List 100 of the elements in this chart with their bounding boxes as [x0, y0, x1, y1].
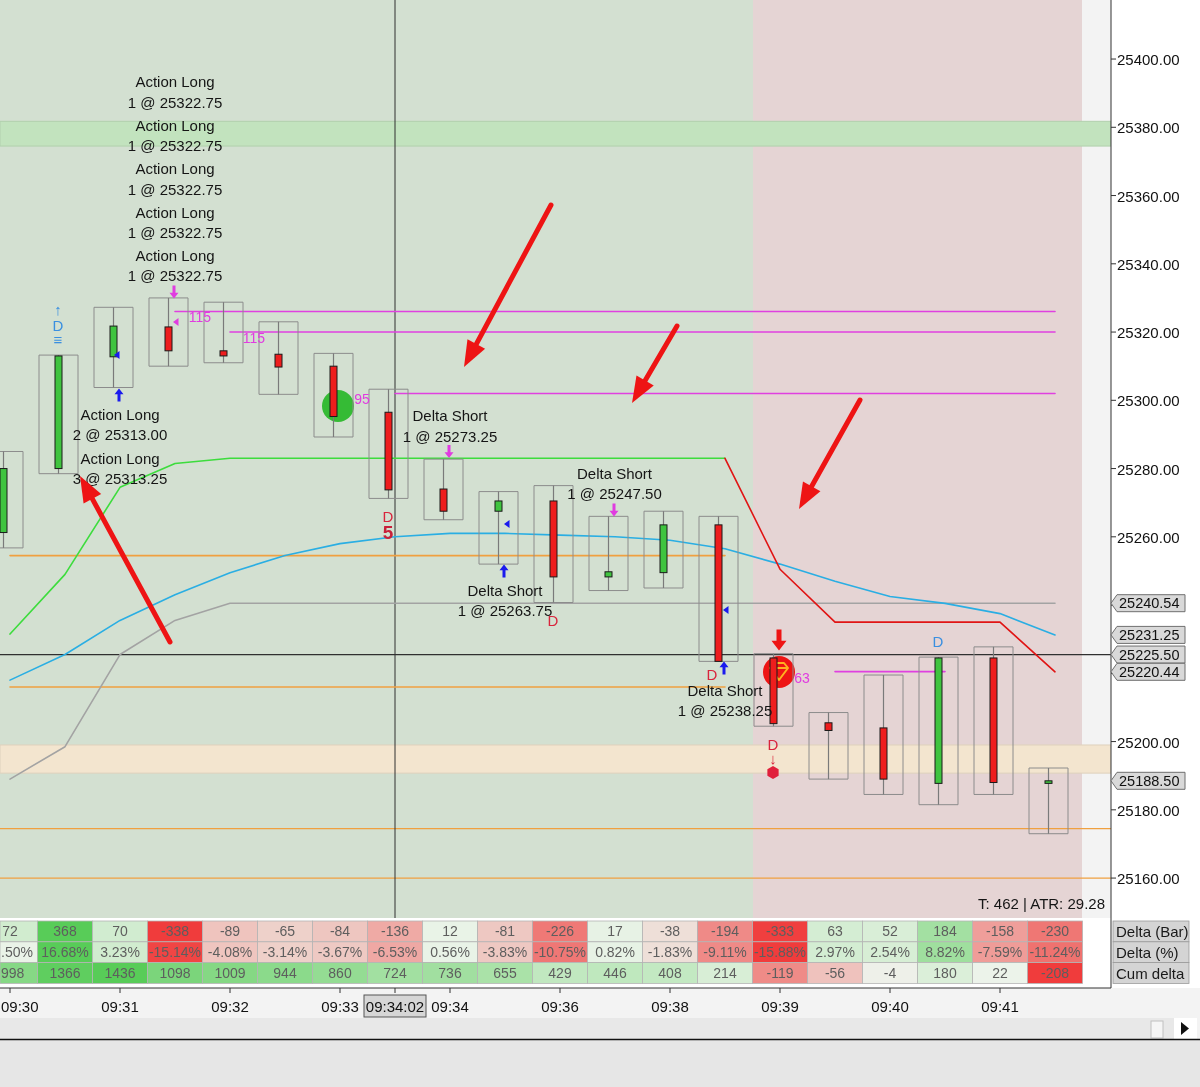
- data-label: 429: [548, 965, 572, 981]
- data-label: 1009: [214, 965, 246, 981]
- line-series: [724, 457, 1056, 673]
- annotation: Action Long 1 @ 25322.75: [127, 203, 223, 241]
- annotation: Action Long 1 @ 25322.75: [127, 116, 223, 154]
- x-tick-label: 09:34: [431, 997, 469, 1015]
- annotation: Action Long 1 @ 25322.75: [127, 159, 223, 197]
- annotation: Delta Short 1 @ 25273.25: [402, 406, 498, 444]
- ref-line-label: 25225.50: [1119, 646, 1180, 663]
- data-label: -11.24%: [1029, 944, 1081, 961]
- annotation: 115: [188, 309, 212, 325]
- data-label: 16.68%: [41, 944, 89, 961]
- data-label: 17: [607, 923, 623, 940]
- data-label: 70: [112, 923, 128, 940]
- data-label: -15.88%: [753, 944, 807, 961]
- data-label: 1436: [104, 965, 136, 981]
- annotation: D: [382, 507, 394, 525]
- annotation: 95: [354, 391, 370, 407]
- text: 25240.54: [1119, 595, 1180, 612]
- data-label: -84: [329, 923, 351, 940]
- data-label: 180: [933, 965, 957, 981]
- data-label: -7.59%: [977, 944, 1023, 961]
- data-label: -3.83%: [482, 944, 528, 961]
- data-label: -89: [219, 923, 241, 940]
- data-label: -56: [824, 965, 846, 981]
- annotation: Action Long 1 @ 25322.75: [127, 246, 223, 284]
- data-label: -208: [1040, 965, 1070, 981]
- data-label: -119: [766, 965, 794, 981]
- data-label: -10.75%: [533, 944, 587, 961]
- text: 25220.44: [1119, 663, 1180, 680]
- x-tick-label: 09:38: [651, 997, 689, 1015]
- data-label: 0.82%: [595, 944, 635, 961]
- annotation: Action Long 2 @ 25313.00: [72, 405, 168, 443]
- data-label: -1.83%: [647, 944, 693, 961]
- data-label: -15.14%: [148, 944, 202, 961]
- data-label: -9.11%: [703, 944, 747, 961]
- data-label: 184: [933, 923, 957, 940]
- data-label: 655: [493, 965, 517, 981]
- x-tick-label: 09:32: [211, 997, 249, 1015]
- annotation: D: [932, 632, 944, 650]
- x-tick-label: 09:30: [1, 997, 39, 1015]
- text: 25231.25: [1119, 626, 1180, 643]
- annotation: ↑: [54, 300, 62, 318]
- data-label: -226: [545, 923, 575, 940]
- data-label: 2.97%: [815, 944, 855, 961]
- data-label: 2.54%: [870, 944, 910, 961]
- y-tick-label: Cum delta: [1116, 964, 1186, 982]
- annotation: D: [706, 665, 718, 683]
- data-label: -4: [883, 965, 897, 981]
- y-tick-label: 25180.00: [1117, 801, 1180, 819]
- y-tick-label: 25320.00: [1117, 323, 1180, 341]
- x-tick-label: 09:33: [321, 997, 359, 1015]
- data-label: -158: [985, 923, 1015, 940]
- data-label: 214: [713, 965, 737, 981]
- data-label: -333: [765, 923, 795, 940]
- data-label: -338: [160, 923, 190, 940]
- y-tick-label: 25380.00: [1117, 118, 1180, 136]
- data-label: -230: [1040, 923, 1070, 940]
- x-tick-label: 09:40: [871, 997, 909, 1015]
- line-series: [9, 602, 1056, 780]
- x-tick-label: 09:31: [101, 997, 139, 1015]
- annotation: Action Long 1 @ 25322.75: [127, 72, 223, 110]
- y-tick-label: 25400.00: [1117, 50, 1180, 68]
- data-label: -81: [494, 923, 516, 940]
- annotation: 63: [794, 670, 810, 686]
- y-tick-label: 25160.00: [1117, 869, 1180, 887]
- text: 25188.50: [1119, 772, 1180, 789]
- data-label: -4.08%: [207, 944, 253, 961]
- data-label: 408: [658, 965, 682, 981]
- data-label: 72: [2, 923, 18, 940]
- data-label: -38: [659, 923, 681, 940]
- data-label: -6.53%: [372, 944, 418, 961]
- data-label: 368: [53, 923, 77, 940]
- data-label: 63: [827, 923, 843, 940]
- data-label: 12: [442, 923, 458, 940]
- data-label: -136: [380, 923, 410, 940]
- data-label: 944: [273, 965, 297, 981]
- data-label: -65: [274, 923, 296, 940]
- data-label: -194: [710, 923, 740, 940]
- annotation: T: 462 | ATR: 29.28: [977, 894, 1105, 912]
- data-label: 446: [603, 965, 627, 981]
- y-tick-label: 25360.00: [1117, 187, 1180, 205]
- y-tick-label: 25200.00: [1117, 733, 1180, 751]
- data-label: 3.23%: [100, 944, 140, 961]
- annotation: Delta Short 1 @ 25247.50: [567, 464, 662, 502]
- annotation: 115: [242, 330, 266, 346]
- data-label: 1366: [49, 965, 81, 981]
- y-tick-label: Delta (%): [1116, 943, 1179, 961]
- data-label: 0.56%: [430, 944, 470, 961]
- data-label: 22: [992, 965, 1008, 981]
- data-label: 860: [328, 965, 352, 981]
- x-tick-label: 09:41: [981, 997, 1019, 1015]
- data-label: .50%: [1, 944, 33, 961]
- y-tick-label: 25280.00: [1117, 460, 1180, 478]
- data-label: 998: [1, 965, 25, 981]
- data-label: -3.67%: [317, 944, 363, 961]
- x-tick-label: 09:36: [541, 997, 579, 1015]
- x-tick-label: 09:39: [761, 997, 799, 1015]
- x-tick-label: 09:34:02: [365, 997, 425, 1015]
- data-label: -3.14%: [262, 944, 308, 961]
